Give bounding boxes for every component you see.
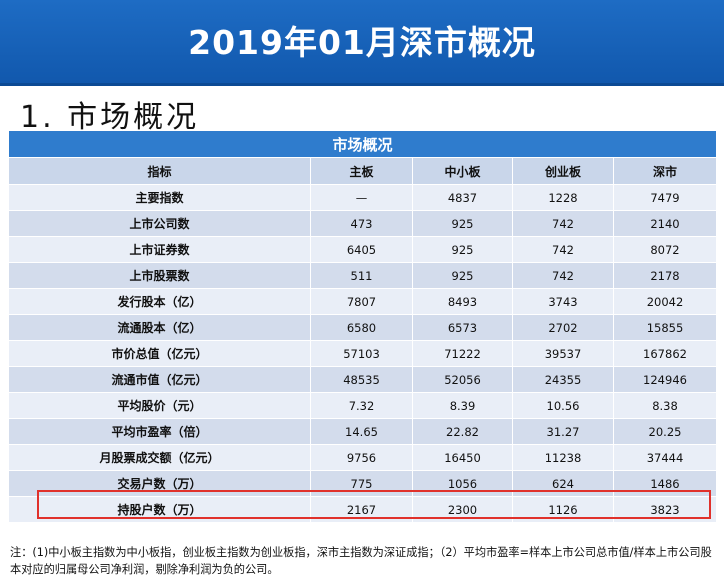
page-title: 2019年01月深市概况 (188, 23, 536, 62)
table-row: 上市公司数 473 925 742 2140 (8, 210, 717, 237)
row-label: 上市证券数 (8, 236, 311, 263)
table-cell: 2140 (613, 210, 717, 237)
table-cell: 39537 (512, 340, 614, 367)
table-cell: 7807 (310, 288, 413, 315)
table-cell: 20042 (613, 288, 717, 315)
market-overview-table: 市场概况 指标 主板 中小板 创业板 深市 主要指数 —4837 1228 7479 上… (8, 130, 717, 523)
row-label: 主要指数 (8, 184, 311, 211)
table-cell: 6580 (310, 314, 413, 341)
table-cell: 8493 (412, 288, 513, 315)
column-header: 创业板 (512, 157, 614, 185)
table-row: 持股户数（万） 2167 2300 1126 3823 (8, 496, 717, 523)
table-cell: 775 (310, 470, 413, 497)
table-cell: 742 (512, 236, 614, 263)
table-cell: 925 (412, 236, 513, 263)
table-row: 市价总值（亿元） 57103 71222 39537 167862 (8, 340, 717, 367)
table-cell: 742 (512, 210, 614, 237)
section-title: 1. 市场概况 (20, 100, 200, 135)
column-header: 深市 (613, 157, 717, 185)
table-cell: 1056 (412, 470, 513, 497)
table-cell: 4837 (412, 184, 513, 211)
table-row: 平均市盈率（倍） 14.65 22.82 31.27 20.25 (8, 418, 717, 445)
table-cell: 7479 (613, 184, 717, 211)
row-label: 流通股本（亿） (8, 314, 311, 341)
table-cell: 48535 (310, 366, 413, 393)
table-cell: 8.38 (613, 392, 717, 419)
table-row: 流通股本（亿） 6580 6573 2702 15855 (8, 314, 717, 341)
table-caption-row: 市场概况 (8, 130, 717, 158)
row-label: 上市股票数 (8, 262, 311, 289)
table-cell: 8072 (613, 236, 717, 263)
page-banner: 2019年01月深市概况 (0, 0, 724, 86)
row-label: 上市公司数 (8, 210, 311, 237)
table-cell: 511 (310, 262, 413, 289)
table-cell: 1228 (512, 184, 614, 211)
table-row: 交易户数（万） 775 1056 624 1486 (8, 470, 717, 497)
table-row: 流通市值（亿元） 48535 52056 24355 124946 (8, 366, 717, 393)
table-cell: 14.65 (310, 418, 413, 445)
table-cell: 31.27 (512, 418, 614, 445)
table-row: 上市股票数 511 925 742 2178 (8, 262, 717, 289)
row-label: 市价总值（亿元） (8, 340, 311, 367)
table-cell: 624 (512, 470, 614, 497)
table-cell: 167862 (613, 340, 717, 367)
table-cell: 3743 (512, 288, 614, 315)
table-cell: 925 (412, 210, 513, 237)
market-overview-table-container: 市场概况 指标 主板 中小板 创业板 深市 主要指数 —4837 1228 7479 上… (8, 130, 717, 523)
row-label: 平均市盈率（倍） (8, 418, 311, 445)
row-label: 流通市值（亿元） (8, 366, 311, 393)
table-cell: 2702 (512, 314, 614, 341)
table-header-row: 指标 主板 中小板 创业板 深市 (8, 157, 717, 185)
table-row: 月股票成交额（亿元） 9756 16450 11238 37444 (8, 444, 717, 471)
column-header: 中小板 (412, 157, 513, 185)
table-cell: 2167 (310, 496, 413, 523)
table-row: 平均股价（元） 7.32 8.39 10.56 8.38 (8, 392, 717, 419)
table-cell: 473 (310, 210, 413, 237)
table-cell: 22.82 (412, 418, 513, 445)
table-cell: 10.56 (512, 392, 614, 419)
table-cell: 9756 (310, 444, 413, 471)
table-cell: 7.32 (310, 392, 413, 419)
table-cell: 57103 (310, 340, 413, 367)
table-cell: 37444 (613, 444, 717, 471)
row-label: 月股票成交额（亿元） (8, 444, 311, 471)
table-cell: 24355 (512, 366, 614, 393)
table-cell: 6405 (310, 236, 413, 263)
table-cell: 15855 (613, 314, 717, 341)
table-cell: 742 (512, 262, 614, 289)
table-cell: 6573 (412, 314, 513, 341)
row-label: 持股户数（万） (8, 496, 311, 523)
table-cell: — (310, 184, 413, 211)
table-cell: 8.39 (412, 392, 513, 419)
table-cell: 2178 (613, 262, 717, 289)
table-cell: 52056 (412, 366, 513, 393)
table-cell: 71222 (412, 340, 513, 367)
table-cell: 11238 (512, 444, 614, 471)
table-cell: 1486 (613, 470, 717, 497)
table-cell: 124946 (613, 366, 717, 393)
table-row: 发行股本（亿） 7807 8493 3743 20042 (8, 288, 717, 315)
footnote: 注：(1)中小板主指数为中小板指，创业板主指数为创业板指，深市主指数为深证成指；… (10, 546, 712, 576)
table-cell: 1126 (512, 496, 614, 523)
row-label: 交易户数（万） (8, 470, 311, 497)
table-caption: 市场概况 (8, 130, 717, 158)
table-cell: 16450 (412, 444, 513, 471)
table-cell: 20.25 (613, 418, 717, 445)
column-header: 指标 (8, 157, 311, 185)
table-row: 主要指数 —4837 1228 7479 (8, 184, 717, 211)
row-label: 发行股本（亿） (8, 288, 311, 315)
column-header: 主板 (310, 157, 413, 185)
row-label: 平均股价（元） (8, 392, 311, 419)
table-row: 上市证券数 6405 925 742 8072 (8, 236, 717, 263)
table-cell: 2300 (412, 496, 513, 523)
table-cell: 3823 (613, 496, 717, 523)
table-cell: 925 (412, 262, 513, 289)
